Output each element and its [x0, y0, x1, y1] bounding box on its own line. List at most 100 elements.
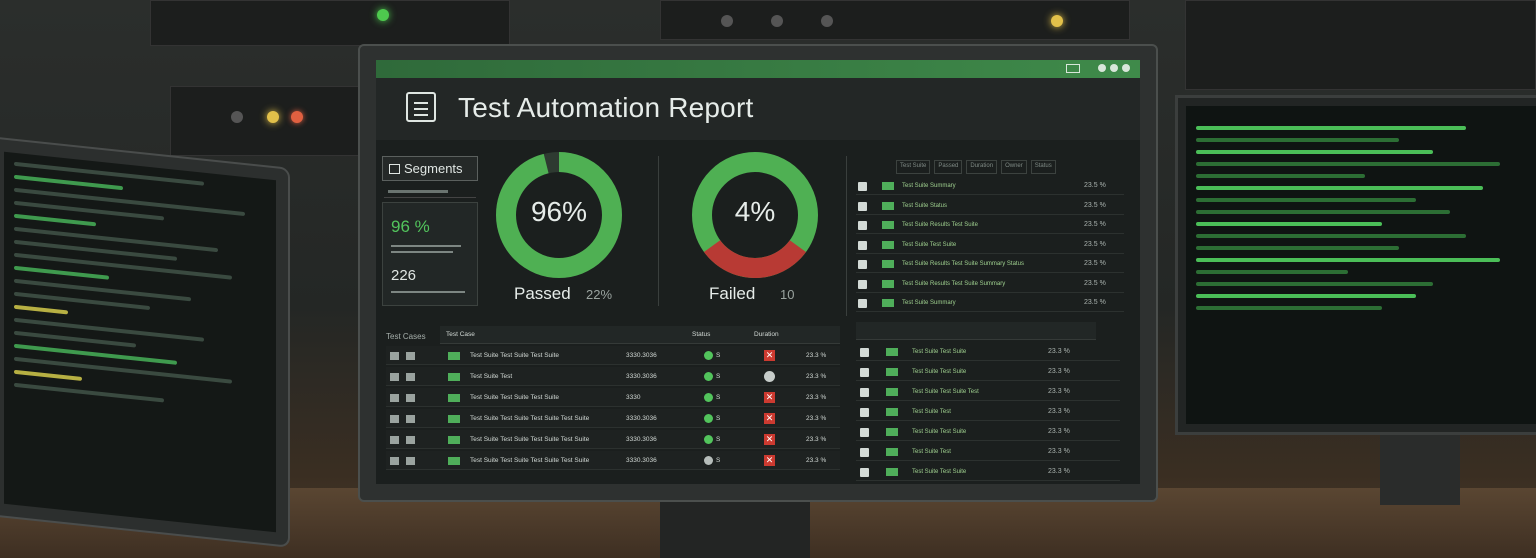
row-checkbox[interactable]	[858, 279, 867, 289]
table-row[interactable]: Test Suite Test Suite Test Suite 3330.303…	[386, 346, 840, 365]
folder-icon	[886, 468, 898, 476]
row-checkbox[interactable]	[860, 428, 869, 437]
status-led	[267, 111, 279, 123]
table-row[interactable]: Test Suite Test Suite Test Suite Test Su…	[386, 409, 840, 428]
column-header[interactable]: Passed	[934, 160, 963, 174]
row-checkbox[interactable]	[858, 260, 867, 269]
folder-icon	[882, 240, 894, 249]
table-row[interactable]: Test Suite Test Suite Test Suite Test Su…	[386, 430, 840, 449]
row-value: 23.5 %	[1084, 299, 1106, 306]
monitor-stand	[1380, 435, 1460, 505]
status-text: S	[716, 415, 721, 422]
duration-value: 23.3 %	[806, 394, 827, 401]
row-checkbox[interactable]	[858, 201, 867, 211]
monitor-stand	[660, 500, 810, 558]
row-value: 23.5 %	[1084, 279, 1106, 287]
passed-donut-svg	[496, 152, 622, 278]
row-checkbox[interactable]	[858, 240, 867, 250]
passed-donut-chart: 96%	[496, 152, 622, 278]
maximize-icon[interactable]	[1066, 64, 1080, 73]
row-checkbox[interactable]	[858, 182, 867, 191]
fail-icon: ✕	[764, 350, 775, 361]
table-row[interactable]: Test Suite Test Suite Test Suite Test Su…	[386, 451, 840, 470]
folder-icon	[886, 428, 898, 436]
row-name: Test Suite Results Test Suite Summary St…	[902, 261, 1024, 267]
row-checkbox[interactable]	[858, 221, 867, 230]
table-row[interactable]: Test Suite Test Suite 23.3 %	[856, 464, 1120, 481]
segments-button[interactable]: Segments	[382, 156, 478, 181]
table-row[interactable]: Test Suite Test 23.3 %	[856, 404, 1120, 421]
back-arrow-icon[interactable]	[390, 436, 399, 444]
segments-filter[interactable]	[384, 186, 476, 198]
row-name: Test Suite Test Suite Test	[912, 389, 979, 395]
row-checkbox[interactable]	[860, 348, 869, 357]
secondary-monitor	[1175, 95, 1536, 435]
row-value: 23.5 %	[1084, 260, 1106, 267]
table-row[interactable]: Test Suite Results Test Suite Summary 23.…	[856, 276, 1124, 293]
back-arrow-icon[interactable]	[390, 394, 399, 402]
row-name: Test Suite Test Suite	[912, 349, 967, 355]
back-arrow-icon[interactable]	[390, 457, 399, 465]
row-checkbox[interactable]	[858, 299, 867, 308]
table-row[interactable]: Test Suite Summary 23.5 %	[856, 178, 1124, 195]
table-row[interactable]: Test Suite Test Suite Test 23.3 %	[856, 384, 1120, 401]
table-row[interactable]: Test Suite Summary 23.5 %	[856, 295, 1124, 312]
window-dot-icon[interactable]	[1098, 64, 1106, 72]
row-checkbox[interactable]	[860, 448, 869, 457]
test-case-name: Test Suite Test	[470, 373, 513, 380]
fail-icon: ✕	[764, 434, 775, 445]
status-text: S	[716, 373, 721, 380]
back-arrow-icon[interactable]	[390, 373, 399, 381]
test-case-id: 3330.3036	[626, 373, 657, 380]
column-header[interactable]: Owner	[1001, 160, 1027, 174]
column-header[interactable]: Duration	[966, 160, 998, 174]
fail-icon: ✕	[764, 392, 775, 403]
report-header: Test Automation Report	[376, 78, 1140, 140]
table-row[interactable]: Test Suite Results Test Suite Summary St…	[856, 256, 1124, 273]
equipment-rack	[660, 0, 1130, 40]
column-header[interactable]: Duration	[754, 331, 779, 338]
card-icon	[406, 436, 415, 444]
row-value: 23.3 %	[1048, 368, 1070, 375]
row-checkbox[interactable]	[860, 468, 869, 477]
status-text: S	[716, 436, 721, 443]
table-row[interactable]: Test Suite Test Suite Test Suite 3330 S ✕ 23…	[386, 388, 840, 407]
table-row[interactable]: Test Suite Test Suite 23.5 %	[856, 237, 1124, 254]
back-arrow-icon[interactable]	[390, 352, 399, 360]
test-cases-title: Test Cases	[386, 332, 426, 341]
folder-icon	[448, 415, 460, 423]
window-titlebar	[376, 60, 1140, 78]
test-cases-header: Test Case Status Duration	[440, 326, 840, 344]
row-checkbox[interactable]	[860, 408, 869, 417]
status-dot-icon	[704, 393, 713, 402]
folder-icon	[882, 182, 894, 190]
window-dot-icon[interactable]	[1110, 64, 1118, 72]
duration-value: 23.3 %	[806, 373, 827, 380]
row-checkbox[interactable]	[860, 368, 869, 377]
row-value: 23.3 %	[1048, 408, 1070, 415]
window-dot-icon[interactable]	[1122, 64, 1130, 72]
row-name: Test Suite Test Suite	[912, 429, 967, 435]
dashboard-screen: Test Automation Report Segments 96 % 226…	[376, 60, 1140, 484]
folder-icon	[448, 352, 460, 360]
knob	[771, 15, 783, 27]
table-row[interactable]: Test Suite Results Test Suite 23.5 %	[856, 217, 1124, 234]
failed-label: Failed	[709, 284, 756, 303]
table-row[interactable]: Test Suite Test Suite 23.3 %	[856, 344, 1120, 361]
column-header[interactable]: Status	[692, 331, 711, 338]
table-row[interactable]: Test Suite Status 23.5 %	[856, 198, 1124, 215]
back-arrow-icon[interactable]	[390, 415, 399, 423]
row-value: 23.3 %	[1048, 468, 1070, 475]
test-case-id: 3330	[626, 394, 641, 401]
table-row[interactable]: Test Suite Test Suite 23.3 %	[856, 424, 1120, 441]
row-checkbox[interactable]	[860, 388, 869, 397]
column-header[interactable]: Test Case	[446, 331, 475, 338]
row-name: Test Suite Test Suite	[902, 241, 957, 248]
duration-value: 23.3 %	[806, 436, 827, 443]
passed-label: Passed	[514, 284, 571, 303]
table-row[interactable]: Test Suite Test 23.3 %	[856, 444, 1120, 461]
table-row[interactable]: Test Suite Test Suite 23.3 %	[856, 364, 1120, 381]
column-header[interactable]: Status	[1030, 160, 1056, 174]
column-header[interactable]: Test Suite	[896, 160, 931, 174]
table-row[interactable]: Test Suite Test 3330.3036 S 23.3 %	[386, 367, 840, 386]
